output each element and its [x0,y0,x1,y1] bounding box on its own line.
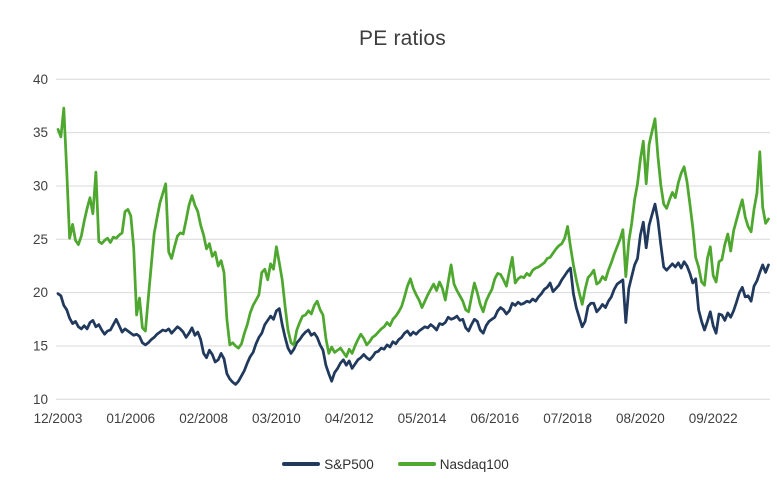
nasdaq100-legend-label: Nasdaq100 [439,456,509,472]
y-tick-label-25: 25 [33,232,48,247]
gridlines [56,78,770,400]
y-axis-labels: 40 35 30 25 20 15 10 [33,72,48,407]
y-tick-label-35: 35 [33,125,48,140]
x-tick-label-09-2022: 09/2022 [689,411,738,426]
x-tick-label-06-2016: 06/2016 [470,411,519,426]
x-tick-label-05-2014: 05/2014 [398,411,447,426]
y-tick-label-10: 10 [33,392,48,407]
nasdaq100-line-swatch [397,462,436,466]
x-tick-label-01-2006: 01/2006 [106,411,155,426]
x-tick-label-04-2012: 04/2012 [325,411,374,426]
y-tick-label-15: 15 [33,338,48,353]
x-tick-label-08-2020: 08/2020 [616,411,665,426]
x-axis-labels: 12/2003 01/2006 02/2008 03/2010 04/2012 05/20… [34,411,738,426]
nasdaq100-line [56,106,770,358]
chart-title: PE ratios [359,27,446,50]
x-tick-label-07-2018: 07/2018 [543,411,592,426]
y-tick-label-40: 40 [33,72,48,87]
y-tick-label-30: 30 [33,178,48,193]
chart-legend: S&P500 Nasdaq100 [14,453,777,475]
x-tick-label-02-2008: 02/2008 [179,411,228,426]
sp500-line [56,202,770,386]
sp500-line-swatch [282,462,321,466]
legend-item-sp500: S&P500 [282,457,374,472]
x-tick-label-03-2010: 03/2010 [252,411,301,426]
y-tick-label-20: 20 [33,285,48,300]
x-tick-label-12-2003: 12/2003 [34,411,83,426]
legend-item-nasdaq100: Nasdaq100 [397,456,509,472]
sp500-legend-label: S&P500 [324,456,374,472]
